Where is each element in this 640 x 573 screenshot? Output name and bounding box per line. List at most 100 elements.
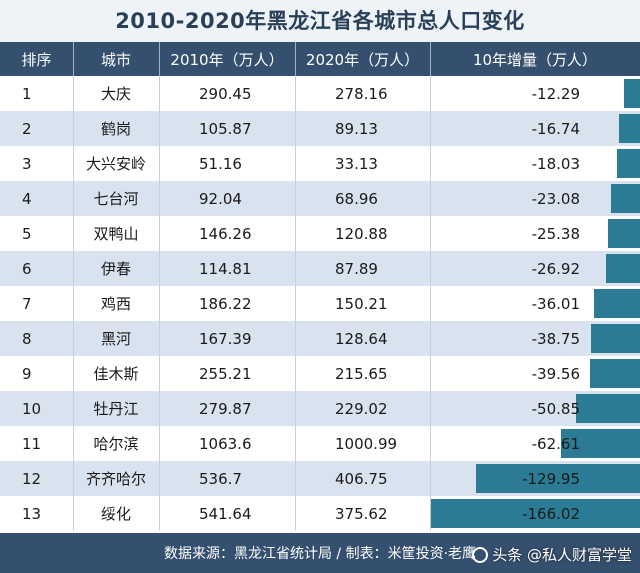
cell-pop-2020: 406.75	[335, 469, 388, 488]
watermark-logo-icon	[472, 546, 489, 563]
column-divider	[295, 216, 296, 251]
table-row: 2 鹤岗 105.87 89.13 -16.74	[0, 111, 640, 146]
cell-city: 大兴安岭	[85, 155, 146, 173]
column-divider	[295, 426, 296, 461]
footer-source: 数据来源：黑龙江省统计局 / 制表：米筐投资·老鹰	[0, 533, 640, 573]
column-divider	[430, 321, 431, 356]
cell-pop-2010: 290.45	[199, 84, 252, 103]
cell-pop-2010: 1063.6	[199, 434, 252, 453]
column-divider	[430, 461, 431, 496]
cell-city: 伊春	[100, 260, 131, 278]
cell-pop-2010: 536.7	[199, 469, 242, 488]
column-divider	[159, 461, 160, 496]
cell-city: 哈尔滨	[93, 435, 139, 453]
cell-pop-2010: 167.39	[199, 329, 252, 348]
cell-rank: 8	[22, 329, 32, 348]
table-row: 8 黑河 167.39 128.64 -38.75	[0, 321, 640, 356]
watermark: 头条 @私人财富学堂	[472, 544, 632, 565]
increase-bar	[617, 149, 640, 178]
increase-bar	[430, 499, 640, 528]
cell-increase: -12.29	[531, 84, 580, 103]
cell-pop-2020: 120.88	[335, 224, 388, 243]
cell-increase: -38.75	[531, 329, 580, 348]
cell-rank: 12	[22, 469, 42, 488]
cell-pop-2010: 105.87	[199, 119, 252, 138]
column-divider	[430, 496, 431, 531]
cell-pop-2020: 87.89	[335, 259, 378, 278]
cell-pop-2020: 68.96	[335, 189, 378, 208]
column-divider	[430, 216, 431, 251]
cell-increase: -129.95	[522, 469, 580, 488]
increase-bar	[591, 324, 640, 353]
column-divider	[73, 426, 74, 461]
cell-pop-2020: 215.65	[335, 364, 388, 383]
column-divider	[295, 286, 296, 321]
cell-increase: -25.38	[531, 224, 580, 243]
increase-bar	[475, 464, 640, 493]
cell-pop-2020: 375.62	[335, 504, 388, 523]
table-row: 7 鸡西 186.22 150.21 -36.01	[0, 286, 640, 321]
column-divider	[430, 391, 431, 426]
cell-city: 齐齐哈尔	[85, 470, 146, 488]
column-divider	[159, 181, 160, 216]
increase-bar	[575, 394, 640, 423]
column-divider	[295, 496, 296, 531]
cell-rank: 10	[22, 399, 42, 418]
cell-pop-2010: 279.87	[199, 399, 252, 418]
table-row: 11 哈尔滨 1063.6 1000.99 -62.61	[0, 426, 640, 461]
column-divider	[73, 251, 74, 286]
cell-pop-2010: 255.21	[199, 364, 252, 383]
column-divider	[73, 181, 74, 216]
header-divider	[159, 42, 160, 76]
table-row: 4 七台河 92.04 68.96 -23.08	[0, 181, 640, 216]
table-row: 10 牡丹江 279.87 229.02 -50.85	[0, 391, 640, 426]
column-divider	[73, 111, 74, 146]
cell-increase: -23.08	[531, 189, 580, 208]
cell-pop-2020: 150.21	[335, 294, 388, 313]
cell-increase: -62.61	[531, 434, 580, 453]
cell-city: 牡丹江	[93, 400, 139, 418]
column-divider	[73, 391, 74, 426]
column-divider	[295, 321, 296, 356]
column-divider	[73, 461, 74, 496]
table-row: 1 大庆 290.45 278.16 -12.29	[0, 76, 640, 111]
column-divider	[73, 146, 74, 181]
column-divider	[73, 496, 74, 531]
cell-city: 黑河	[100, 330, 131, 348]
cell-increase: -18.03	[531, 154, 580, 173]
cell-city: 七台河	[93, 190, 139, 208]
column-divider	[295, 391, 296, 426]
table-row: 3 大兴安岭 51.16 33.13 -18.03	[0, 146, 640, 181]
column-divider	[159, 111, 160, 146]
cell-pop-2020: 229.02	[335, 399, 388, 418]
cell-rank: 6	[22, 259, 32, 278]
cell-pop-2010: 92.04	[199, 189, 242, 208]
column-divider	[159, 251, 160, 286]
header-city: 城市	[100, 50, 131, 69]
column-divider	[430, 111, 431, 146]
header-divider	[430, 42, 431, 76]
column-divider	[73, 321, 74, 356]
cell-city: 鹤岗	[100, 120, 131, 138]
increase-bar	[624, 79, 640, 108]
column-divider	[295, 356, 296, 391]
cell-increase: -50.85	[531, 399, 580, 418]
column-divider	[430, 286, 431, 321]
cell-increase: -26.92	[531, 259, 580, 278]
cell-pop-2010: 541.64	[199, 504, 252, 523]
column-divider	[295, 251, 296, 286]
cell-rank: 13	[22, 504, 42, 523]
column-divider	[430, 251, 431, 286]
table-row: 13 绥化 541.64 375.62 -166.02	[0, 496, 640, 531]
column-divider	[73, 356, 74, 391]
cell-rank: 5	[22, 224, 32, 243]
cell-pop-2010: 186.22	[199, 294, 252, 313]
column-divider	[159, 76, 160, 111]
page-title: 2010-2020年黑龙江省各城市总人口变化	[0, 0, 640, 42]
cell-city: 双鸭山	[93, 225, 139, 243]
cell-increase: -166.02	[522, 504, 580, 523]
cell-increase: -36.01	[531, 294, 580, 313]
increase-bar	[605, 254, 640, 283]
header-rank: 排序	[21, 50, 52, 69]
column-divider	[430, 181, 431, 216]
